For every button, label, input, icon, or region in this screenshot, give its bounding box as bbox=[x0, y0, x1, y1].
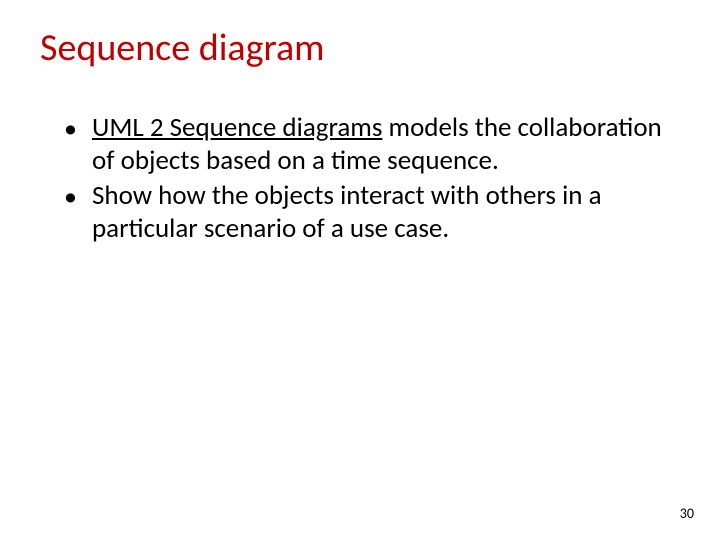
bullet-text: Show how the objects interact with other… bbox=[92, 180, 680, 246]
slide: Sequence diagram • UML 2 Sequence diagra… bbox=[0, 0, 720, 540]
bullet-marker-icon: • bbox=[64, 180, 78, 213]
bullet-text: UML 2 Sequence diagrams models the colla… bbox=[92, 112, 680, 178]
underline-term: UML 2 Sequence diagrams bbox=[92, 111, 382, 144]
bullet-item: • Show how the objects interact with oth… bbox=[64, 180, 680, 246]
bullet-rest: Show how the objects interact with other… bbox=[92, 179, 602, 245]
bullet-marker-icon: • bbox=[64, 112, 78, 145]
bullet-item: • UML 2 Sequence diagrams models the col… bbox=[64, 112, 680, 178]
page-number: 30 bbox=[680, 505, 694, 522]
slide-title: Sequence diagram bbox=[40, 28, 680, 70]
slide-body: • UML 2 Sequence diagrams models the col… bbox=[40, 112, 680, 246]
